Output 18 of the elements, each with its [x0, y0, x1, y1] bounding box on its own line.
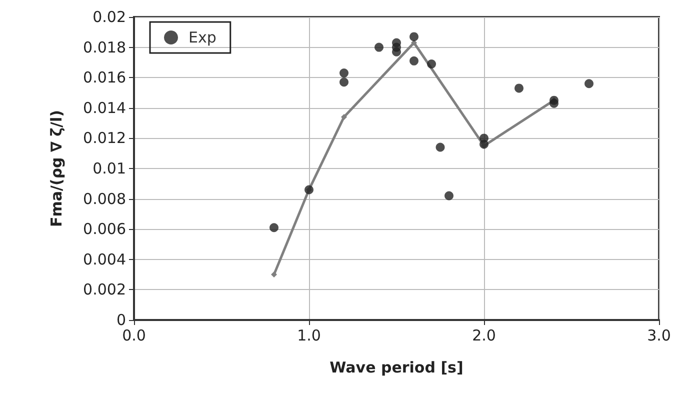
- y-tick-label: 0.01: [92, 160, 126, 178]
- x-tick-label: 0.0: [122, 326, 146, 344]
- y-tick-label: 0.012: [83, 129, 126, 148]
- y-tick-label: 0.016: [83, 68, 126, 87]
- x-tick-label: 1.0: [297, 326, 321, 344]
- y-tick-label: 0.02: [92, 8, 126, 26]
- y-tick-label: 0.006: [83, 220, 126, 238]
- x-tick-label: 3.0: [647, 326, 671, 344]
- y-tick-label: 0.004: [83, 250, 126, 268]
- y-tick-label: 0.018: [83, 38, 126, 56]
- legend-label: Exp: [188, 28, 216, 46]
- y-axis-title: Fma/(ρg ∇ ζ/l): [48, 110, 66, 228]
- y-tick-label: 0.002: [83, 280, 126, 299]
- x-tick-label: 2.0: [472, 326, 496, 344]
- y-tick-label: 0: [116, 311, 126, 329]
- y-tick-label: 0.014: [83, 98, 126, 117]
- x-axis-title: Wave period [s]: [330, 358, 464, 376]
- y-tick-label: 0.008: [83, 190, 126, 208]
